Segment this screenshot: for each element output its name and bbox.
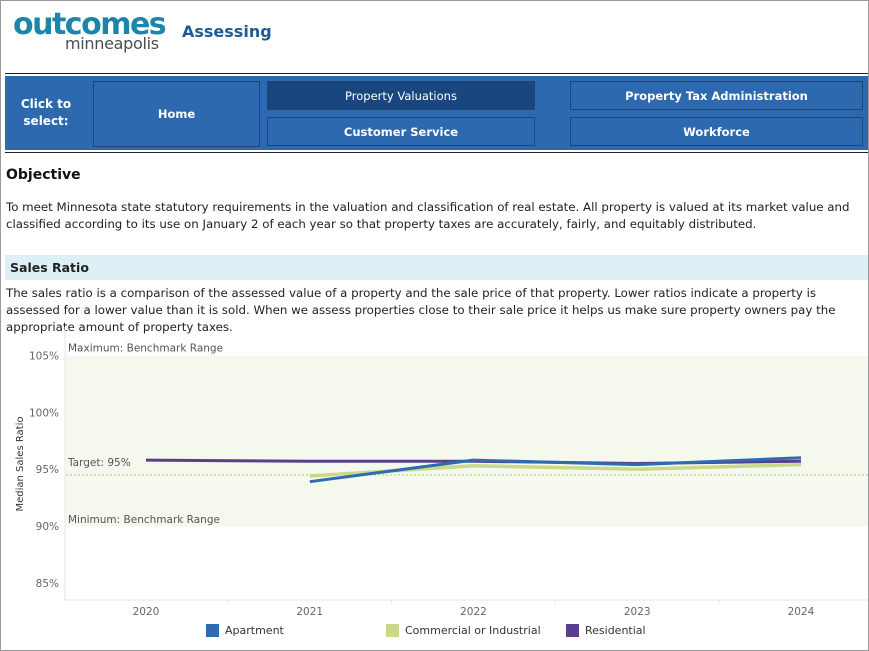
sales-ratio-description: The sales ratio is a comparison of the a… bbox=[6, 286, 836, 334]
nav-property-tax-administration-button[interactable]: Property Tax Administration bbox=[570, 81, 863, 110]
x-tick-label: 2021 bbox=[296, 606, 323, 618]
series-lines bbox=[145, 456, 802, 484]
x-axis-ticks: 2020 2021 2022 2023 2024 bbox=[133, 600, 815, 618]
sales-ratio-header-band: Sales Ratio bbox=[5, 255, 868, 280]
benchmark-max-label: Maximum: Benchmark Range bbox=[68, 342, 223, 354]
x-tick-label: 2020 bbox=[133, 606, 160, 618]
y-tick-label: 90% bbox=[36, 521, 59, 533]
nav-home-button[interactable]: Home bbox=[93, 81, 260, 147]
objective-text: To meet Minnesota state statutory requir… bbox=[6, 200, 850, 231]
apartment-series-line[interactable] bbox=[309, 456, 802, 484]
legend-item-residential[interactable]: Residential bbox=[566, 624, 646, 637]
nav-property-valuations-button[interactable]: Property Valuations bbox=[267, 81, 535, 110]
nav-prompt-label: Click to select: bbox=[20, 97, 72, 128]
y-tick-label: 95% bbox=[36, 464, 59, 476]
nav-workforce-button[interactable]: Workforce bbox=[570, 117, 863, 146]
navigation-bar: Click to select: Home Property Valuation… bbox=[5, 76, 868, 150]
x-tick-label: 2024 bbox=[788, 606, 815, 618]
y-tick-label: 85% bbox=[36, 578, 59, 590]
commercial-swatch bbox=[386, 624, 399, 637]
page-title: Assessing bbox=[182, 22, 272, 41]
sales-ratio-heading: Sales Ratio bbox=[10, 260, 89, 275]
apartment-swatch bbox=[206, 624, 219, 637]
bottom-divider bbox=[5, 152, 868, 153]
legend-label-apartment: Apartment bbox=[225, 624, 284, 637]
logo-wordmark: outcomes bbox=[13, 7, 167, 42]
page-header: outcomes minneapolis Assessing bbox=[0, 0, 869, 72]
legend-item-commercial[interactable]: Commercial or Industrial bbox=[386, 624, 541, 637]
x-tick-label: 2023 bbox=[624, 606, 651, 618]
benchmark-min-label: Minimum: Benchmark Range bbox=[68, 514, 220, 526]
objective-heading: Objective bbox=[6, 167, 81, 183]
y-axis-title: Median Sales Ratio bbox=[15, 416, 26, 511]
legend-label-commercial: Commercial or Industrial bbox=[405, 624, 541, 637]
target-label: Target: 95% bbox=[67, 457, 131, 469]
logo-subtitle: minneapolis bbox=[65, 34, 159, 53]
y-tick-label: 105% bbox=[29, 350, 59, 362]
benchmark-range-area bbox=[66, 355, 868, 527]
x-tick-label: 2022 bbox=[460, 606, 487, 618]
outcomes-minneapolis-logo[interactable]: outcomes minneapolis bbox=[13, 7, 167, 58]
legend-label-residential: Residential bbox=[585, 624, 646, 637]
legend-item-apartment[interactable]: Apartment bbox=[206, 624, 284, 637]
y-axis-ticks: 105% 100% 95% 90% 85% bbox=[29, 350, 59, 590]
sales-ratio-line-chart[interactable]: Maximum: Benchmark Range Minimum: Benchm… bbox=[0, 325, 869, 620]
residential-swatch bbox=[566, 624, 579, 637]
y-tick-label: 100% bbox=[29, 407, 59, 419]
nav-customer-service-button[interactable]: Customer Service bbox=[267, 117, 535, 146]
top-divider bbox=[5, 73, 868, 74]
